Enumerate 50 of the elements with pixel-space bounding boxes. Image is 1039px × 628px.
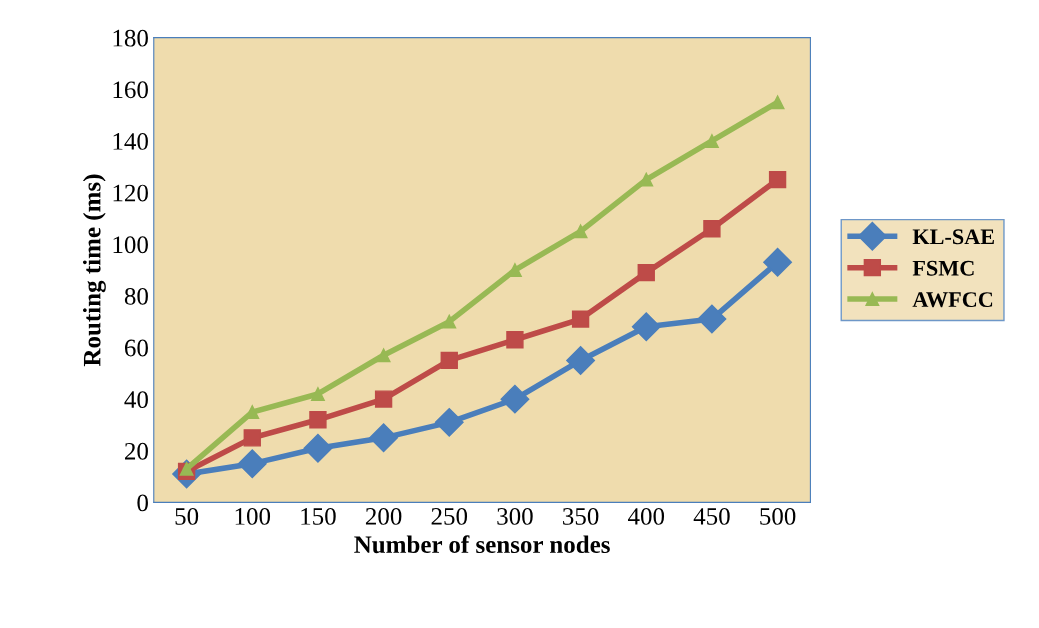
x-tick-label: 50 (175, 507, 199, 525)
point (506, 331, 524, 349)
y-axis-title: Routing time (ms) (82, 174, 106, 367)
point (303, 433, 333, 463)
legend-label: FSMC (912, 260, 974, 276)
point (434, 407, 464, 437)
y-tick-label: 180 (113, 29, 148, 47)
y-tick-label: 60 (124, 339, 148, 357)
point (697, 304, 727, 334)
x-tick-label: 200 (365, 507, 402, 525)
point (637, 263, 655, 282)
y-tick-label: 140 (113, 133, 148, 150)
point (763, 247, 793, 277)
point (442, 314, 457, 329)
point (631, 312, 661, 342)
x-tick-label: 450 (693, 507, 730, 525)
point (237, 449, 267, 479)
y-tick-label: 80 (124, 287, 148, 305)
x-tick-label: 300 (497, 507, 533, 525)
point (500, 384, 530, 414)
point (309, 411, 327, 429)
point (573, 224, 588, 239)
point (310, 387, 325, 401)
y-tick-label: 20 (125, 442, 148, 460)
point (639, 172, 654, 187)
point (440, 351, 458, 370)
point (374, 390, 393, 408)
legend-label: KL-SAE (912, 229, 994, 245)
point (376, 348, 391, 363)
y-tick-label: 40 (124, 391, 148, 409)
x-axis-title: Number of sensor nodes (354, 535, 610, 554)
legend-label: AWFCC (912, 292, 993, 308)
x-tick-label: 150 (301, 507, 336, 525)
point (243, 429, 261, 447)
x-tick-label: 100 (235, 507, 271, 525)
point (770, 95, 785, 110)
y-tick-label: 160 (113, 81, 148, 99)
x-tick-label: 250 (431, 507, 468, 525)
y-tick-label: 100 (113, 236, 148, 254)
point (768, 170, 787, 189)
point (571, 310, 590, 328)
point (369, 423, 399, 453)
y-tick-label: 0 (137, 494, 148, 512)
point (566, 345, 596, 375)
x-tick-label: 500 (760, 507, 796, 525)
x-tick-label: 400 (628, 507, 665, 525)
x-tick-label: 350 (563, 507, 599, 525)
point (703, 220, 721, 238)
y-tick-label: 120 (113, 184, 148, 202)
point (704, 134, 719, 148)
